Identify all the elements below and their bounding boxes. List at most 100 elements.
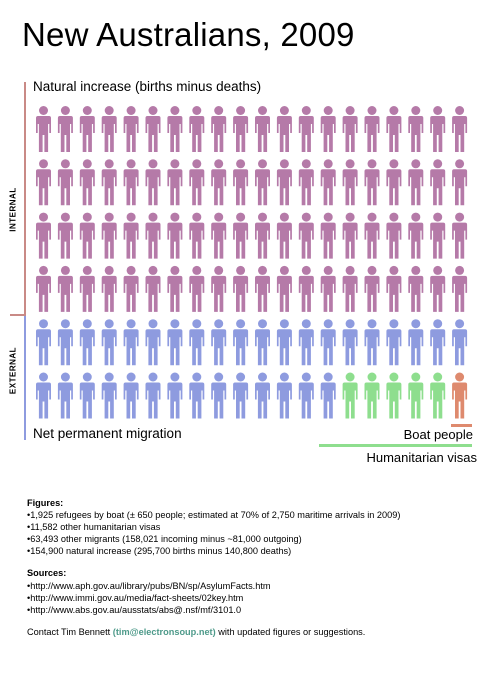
figure-item: 63,493 other migrants (158,021 incoming … [27,533,487,545]
person-icon-natural-increase [211,212,227,259]
person-icon-other-migrants [36,319,51,366]
person-icon-natural-increase [123,265,139,312]
person-icon-natural-increase [145,212,161,259]
source-link[interactable]: http://www.aph.gov.au/library/pubs/BN/sp… [27,580,487,592]
person-icon-natural-increase [430,106,446,152]
person-icon-natural-increase [364,106,380,152]
person-icon-other-migrants [211,319,227,366]
person-icon-other-migrants [298,319,314,366]
person-icon-other-migrants [255,319,270,366]
person-icon-other-migrants [57,319,73,366]
person-icon-natural-increase [255,106,270,152]
person-icon-natural-increase [276,106,292,152]
humanitarian-label: Humanitarian visas [366,450,477,465]
external-bracket-bar [24,316,26,440]
person-icon-natural-increase [167,159,183,206]
person-icon-other-migrants [233,372,249,419]
person-icon-other-migrants [167,319,183,366]
person-icon-natural-increase [255,159,270,206]
person-icon-humanitarian-visas [342,372,358,419]
person-icon-natural-increase [145,265,161,312]
source-link[interactable]: http://www.immi.gov.au/media/fact-sheets… [27,592,487,604]
person-icon-natural-increase [79,106,95,152]
person-icon-other-migrants [276,319,292,366]
person-icon-natural-increase [189,265,205,312]
person-icon-natural-increase [211,106,227,152]
person-icon-humanitarian-visas [364,372,380,419]
figures-heading: Figures: [27,498,64,508]
person-icon-natural-increase [386,106,402,152]
person-icon-natural-increase [189,159,205,206]
person-icon-natural-increase [386,159,402,206]
person-icon-natural-increase [57,159,73,206]
person-icon-other-migrants [101,319,117,366]
internal-bracket-bar [24,82,26,315]
person-icon-natural-increase [342,212,358,259]
person-icon-natural-increase [79,212,95,259]
person-icon-natural-increase [452,212,468,259]
person-icon-natural-increase [342,106,358,152]
person-icon-natural-increase [101,106,117,152]
person-icon-natural-increase [452,106,468,152]
person-icon-natural-increase [189,212,205,259]
person-icon-other-migrants [320,372,336,419]
person-icon-natural-increase [276,212,292,259]
person-icon-natural-increase [320,265,336,312]
person-icon-natural-increase [320,159,336,206]
person-icon-other-migrants [342,319,358,366]
person-icon-natural-increase [145,106,161,152]
figure-item: 154,900 natural increase (295,700 births… [27,545,487,557]
person-icon-other-migrants [211,372,227,419]
person-icon-natural-increase [452,159,468,206]
person-icon-natural-increase [276,159,292,206]
person-icon-natural-increase [57,212,73,259]
person-icon-natural-increase [430,265,446,312]
net-migration-label: Net permanent migration [33,426,182,441]
person-icon-natural-increase [57,265,73,312]
person-icon-natural-increase [430,159,446,206]
source-link[interactable]: http://www.abs.gov.au/ausstats/abs@.nsf/… [27,604,487,616]
person-icon-natural-increase [298,265,314,312]
person-icon-natural-increase [408,106,424,152]
pictogram-chart [36,106,468,419]
person-icon-other-migrants [233,319,249,366]
page-title: New Australians, 2009 [22,16,355,53]
person-icon-other-migrants [430,319,446,366]
person-icon-humanitarian-visas [430,372,446,419]
person-icon-natural-increase [233,159,249,206]
person-icon-natural-increase [298,212,314,259]
person-icon-natural-increase [145,159,161,206]
person-icon-natural-increase [79,265,95,312]
boat-people-label: Boat people [403,427,473,442]
person-icon-boat-people [452,372,468,419]
natural-increase-label: Natural increase (births minus deaths) [33,79,262,94]
person-icon-natural-increase [364,212,380,259]
person-icon-natural-increase [79,159,95,206]
person-icon-other-migrants [79,372,95,419]
contact-email-link[interactable]: (tim@electronsoup.net) [112,626,216,637]
person-icon-natural-increase [167,212,183,259]
person-icon-natural-increase [123,159,139,206]
person-icon-natural-increase [211,159,227,206]
person-icon-natural-increase [408,265,424,312]
person-icon-other-migrants [452,319,468,366]
person-icon-natural-increase [36,265,51,312]
figure-item: 1,925 refugees by boat (± 650 people; es… [27,509,487,521]
person-icon-natural-increase [298,106,314,152]
person-icon-other-migrants [167,372,183,419]
person-icon-natural-increase [342,265,358,312]
person-icon-other-migrants [101,372,117,419]
person-icon-natural-increase [342,159,358,206]
humanitarian-bar [319,444,472,447]
person-icon-natural-increase [364,159,380,206]
person-icon-natural-increase [386,265,402,312]
person-icon-natural-increase [101,212,117,259]
person-icon-other-migrants [79,319,95,366]
person-icon-natural-increase [101,265,117,312]
person-icon-natural-increase [167,265,183,312]
person-icon-natural-increase [276,265,292,312]
person-icon-other-migrants [255,372,270,419]
person-icon-natural-increase [408,212,424,259]
figure-item: 11,582 other humanitarian visas [27,521,487,533]
person-icon-other-migrants [123,372,139,419]
